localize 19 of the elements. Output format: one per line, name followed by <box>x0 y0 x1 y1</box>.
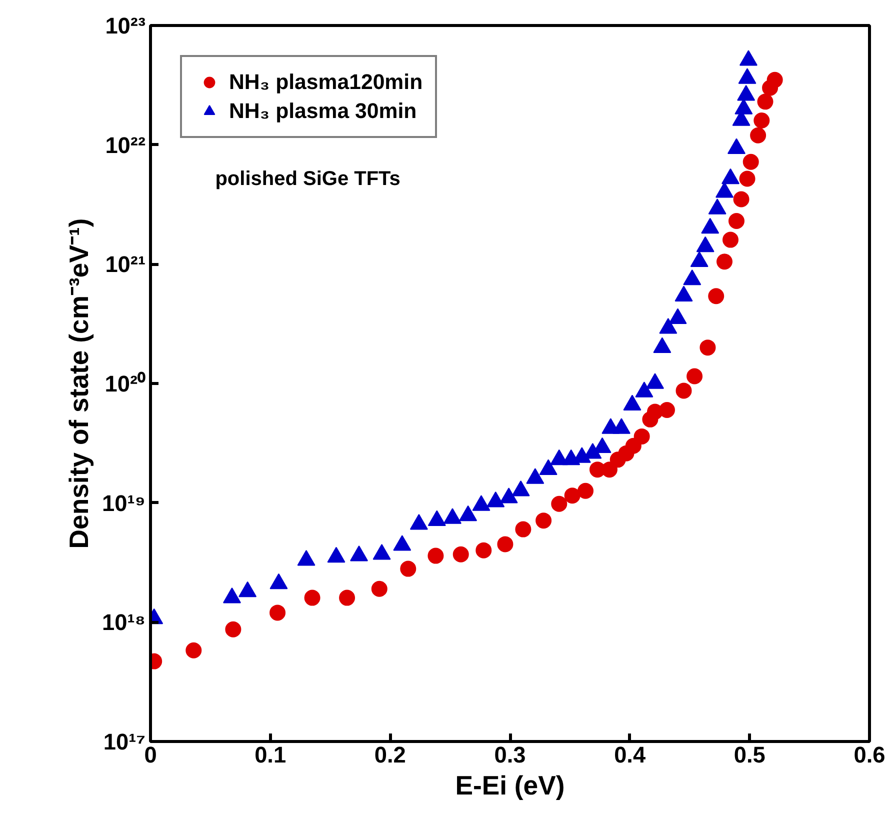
y-tick-label: 10¹⁷ <box>103 728 146 754</box>
x-tick-label: 0.1 <box>254 742 286 768</box>
x-tick-label: 0.6 <box>854 742 886 768</box>
y-tick-label: 10²² <box>105 132 146 158</box>
legend-label: NH₃ plasma120min <box>229 70 423 94</box>
x-tick-label: 0.5 <box>734 742 766 768</box>
legend-label: NH₃ plasma 30min <box>229 98 417 124</box>
y-tick-label: 10²¹ <box>105 251 146 278</box>
x-tick-label: 0.4 <box>614 742 646 768</box>
y-tick-label: 10¹⁹ <box>102 490 146 516</box>
x-tick-label: 0 <box>144 742 157 768</box>
y-tick-label: 10²³ <box>105 12 146 38</box>
y-axis-title: Density of state (cm⁻³eV⁻¹) <box>64 218 94 549</box>
annotation: polished SiGe TFTs <box>215 168 400 190</box>
y-tick-label: 10¹⁸ <box>102 609 146 636</box>
x-tick-label: 0.3 <box>494 742 526 768</box>
y-tick-label: 10²⁰ <box>104 370 146 396</box>
x-tick-label: 0.2 <box>374 742 406 768</box>
x-axis-title: E-Ei (eV) <box>455 770 565 800</box>
